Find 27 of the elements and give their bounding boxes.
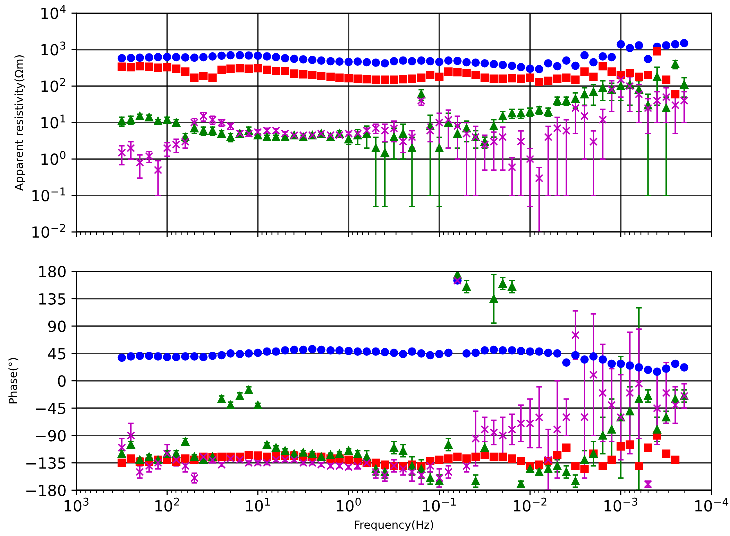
x-tick-label: 10$^{2}$	[156, 498, 180, 512]
x-tick-label: 10$^{−4}$	[695, 498, 729, 512]
y-tick-label: 90	[48, 320, 66, 332]
y-tick-label: 10$^{3}$	[42, 42, 66, 56]
x-tick-label: 10$^{1}$	[246, 498, 270, 512]
y-tick-label: −135	[26, 458, 66, 470]
y-tick-label: 45	[48, 348, 66, 360]
y-axis-title: Apparent resistivity(Ωm)	[14, 56, 26, 191]
y-tick-label: −180	[26, 484, 66, 496]
x-tick-label: 10$^{−3}$	[604, 498, 638, 512]
y-tick-label: 135	[39, 293, 66, 305]
x-axis-title: Frequency(Hz)	[355, 520, 434, 532]
y-tick-label: 10$^{−1}$	[32, 188, 66, 202]
x-tick-label: 10$^{0}$	[337, 498, 362, 512]
y-tick-label: 10$^{2}$	[42, 78, 66, 92]
x-tick-label: 10$^{−1}$	[423, 498, 456, 512]
y-tick-label: 10$^{4}$	[42, 5, 66, 20]
y-tick-label: 0	[58, 375, 66, 388]
y-tick-label: 10$^{−2}$	[32, 224, 66, 238]
y-tick-label: 10$^{1}$	[42, 114, 66, 129]
y-tick-label: 10$^{0}$	[42, 151, 66, 166]
y-tick-label: −90	[36, 430, 66, 442]
x-tick-label: 10$^{−2}$	[514, 498, 547, 512]
x-tick-label: 10$^{3}$	[64, 498, 89, 512]
y-axis-title: Phase(°)	[8, 358, 19, 404]
y-tick-label: 180	[39, 266, 66, 278]
y-tick-label: −45	[36, 403, 66, 414]
